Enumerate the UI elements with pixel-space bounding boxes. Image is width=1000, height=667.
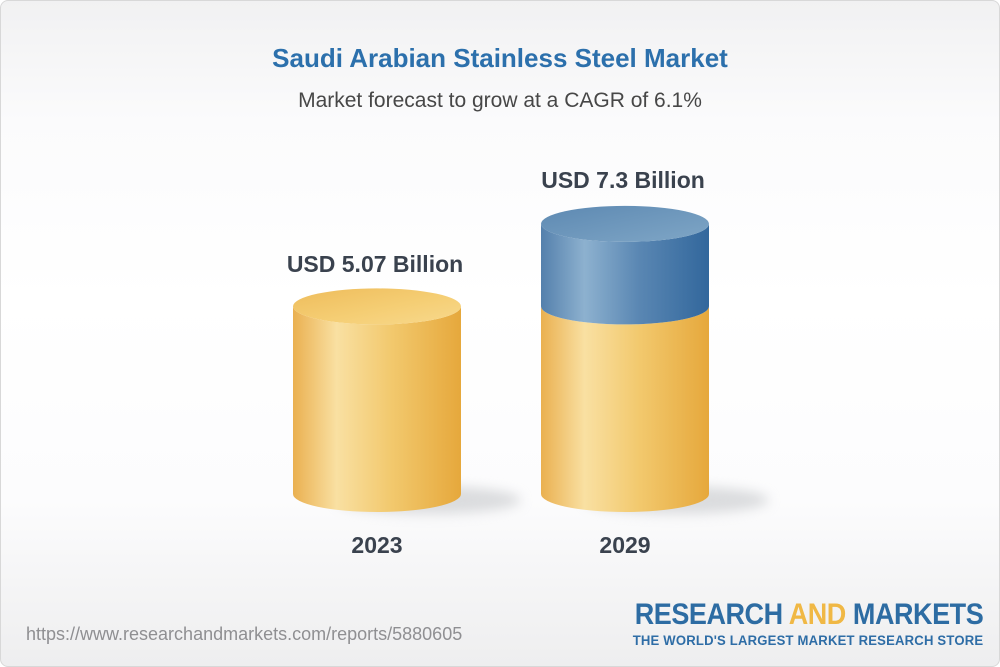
logo-word-and: AND — [788, 598, 846, 631]
cylinder-top — [541, 205, 709, 242]
logo-tagline: THE WORLD'S LARGEST MARKET RESEARCH STOR… — [632, 633, 983, 648]
cylinder-2023 — [293, 288, 521, 514]
axis-label-2029: 2029 — [599, 532, 651, 558]
cylinder-top — [293, 288, 461, 325]
report-url: https://www.researchandmarkets.com/repor… — [26, 624, 463, 644]
logo-word-markets: MARKETS — [852, 598, 984, 631]
value-label-2029: USD 7.3 Billion — [541, 167, 705, 193]
cylinder-2029 — [541, 205, 769, 514]
value-label-2023: USD 5.07 Billion — [286, 251, 464, 277]
axis-label-2023: 2023 — [351, 532, 403, 558]
chart-title: Saudi Arabian Stainless Steel Market — [272, 43, 728, 73]
logo-word-research: RESEARCH — [634, 598, 783, 631]
chart-subtitle: Market forecast to grow at a CAGR of 6.1… — [298, 89, 702, 112]
logo-wordmark: RESEARCH AND MARKETS — [634, 600, 983, 630]
research-and-markets-logo: RESEARCH AND MARKETS THE WORLD'S LARGEST… — [596, 600, 983, 649]
